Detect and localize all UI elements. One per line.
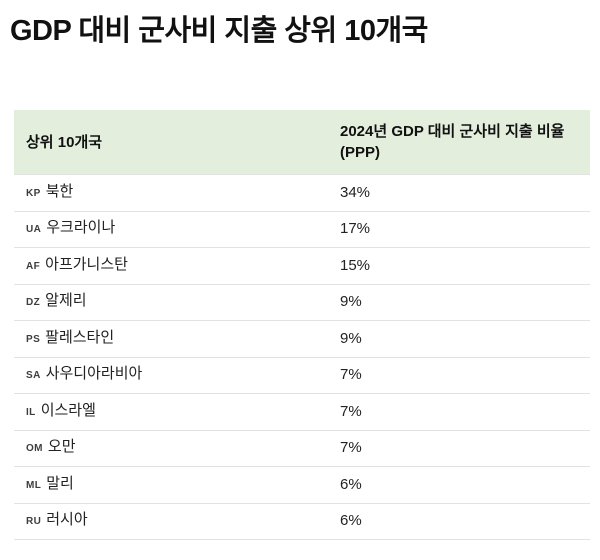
spend-percentage: 7% bbox=[340, 366, 362, 384]
table-row: KP 북한 34% bbox=[14, 175, 590, 212]
country-name: 북한 bbox=[45, 182, 74, 200]
table-row: DZ 알제리 9% bbox=[14, 285, 590, 321]
country-cell: IL 이스라엘 bbox=[14, 401, 328, 423]
table-row: PS 팔레스타인 9% bbox=[14, 321, 590, 358]
country-cell: AF 아프가니스탄 bbox=[14, 255, 328, 277]
military-spending-table: 상위 10개국 2024년 GDP 대비 군사비 지출 비율 (PPP) KP 북… bbox=[14, 110, 590, 540]
table-header-row: 상위 10개국 2024년 GDP 대비 군사비 지출 비율 (PPP) bbox=[14, 110, 590, 174]
table-row: AF 아프가니스탄 15% bbox=[14, 248, 590, 285]
table-row: SA 사우디아라비아 7% bbox=[14, 358, 590, 394]
country-cell: UA 우크라이나 bbox=[14, 218, 328, 240]
country-code: OM bbox=[26, 443, 43, 455]
spend-percentage: 15% bbox=[340, 256, 371, 274]
spend-percentage: 17% bbox=[340, 220, 371, 238]
country-code: AF bbox=[26, 260, 41, 272]
table-body: KP 북한 34% UA 우크라이나 17% AF 아프가니스탄 15% DZ 알제리 … bbox=[14, 174, 590, 540]
country-name: 팔레스타인 bbox=[45, 328, 115, 346]
spend-percentage: 7% bbox=[340, 402, 362, 420]
page-title: GDP 대비 군사비 지출 상위 10개국 bbox=[10, 15, 428, 47]
spend-percentage: 6% bbox=[340, 475, 362, 493]
spend-percentage: 9% bbox=[340, 329, 362, 347]
table-row: RU 러시아 6% bbox=[14, 504, 590, 540]
country-code: PS bbox=[26, 333, 41, 345]
country-cell: PS 팔레스타인 bbox=[14, 328, 328, 350]
country-cell: SA 사우디아라비아 bbox=[14, 364, 328, 386]
country-name: 말리 bbox=[46, 474, 74, 492]
country-code: DZ bbox=[26, 297, 41, 309]
country-name: 러시아 bbox=[46, 511, 88, 529]
country-name: 우크라이나 bbox=[46, 219, 116, 237]
table-row: ML 말리 6% bbox=[14, 467, 590, 504]
country-name: 오만 bbox=[47, 438, 76, 456]
table-row: OM 오만 7% bbox=[14, 431, 590, 467]
spend-percentage: 6% bbox=[340, 512, 362, 530]
country-code: UA bbox=[26, 224, 42, 236]
header-value-column-label: 2024년 GDP 대비 군사비 지출 비율 (PPP) bbox=[340, 123, 565, 161]
country-cell: OM 오만 bbox=[14, 437, 328, 459]
country-name: 이스라엘 bbox=[40, 401, 96, 419]
spend-percentage: 7% bbox=[340, 439, 362, 457]
country-cell: ML 말리 bbox=[14, 474, 328, 496]
country-cell: DZ 알제리 bbox=[14, 291, 328, 313]
country-name: 아프가니스탄 bbox=[45, 255, 128, 273]
country-code: KP bbox=[26, 187, 41, 199]
country-code: IL bbox=[26, 406, 36, 418]
spend-percentage: 34% bbox=[340, 183, 371, 201]
country-name: 알제리 bbox=[45, 292, 87, 310]
country-name: 사우디아라비아 bbox=[45, 365, 143, 383]
spend-percentage: 9% bbox=[340, 293, 362, 311]
table-row: UA 우크라이나 17% bbox=[14, 212, 590, 248]
header-rank-column-label: 상위 10개국 bbox=[26, 133, 103, 151]
table-row: IL 이스라엘 7% bbox=[14, 394, 590, 431]
country-code: ML bbox=[26, 479, 42, 491]
country-cell: RU 러시아 bbox=[14, 510, 328, 532]
country-code: SA bbox=[26, 370, 41, 382]
country-code: RU bbox=[26, 516, 42, 528]
country-cell: KP 북한 bbox=[14, 182, 328, 204]
